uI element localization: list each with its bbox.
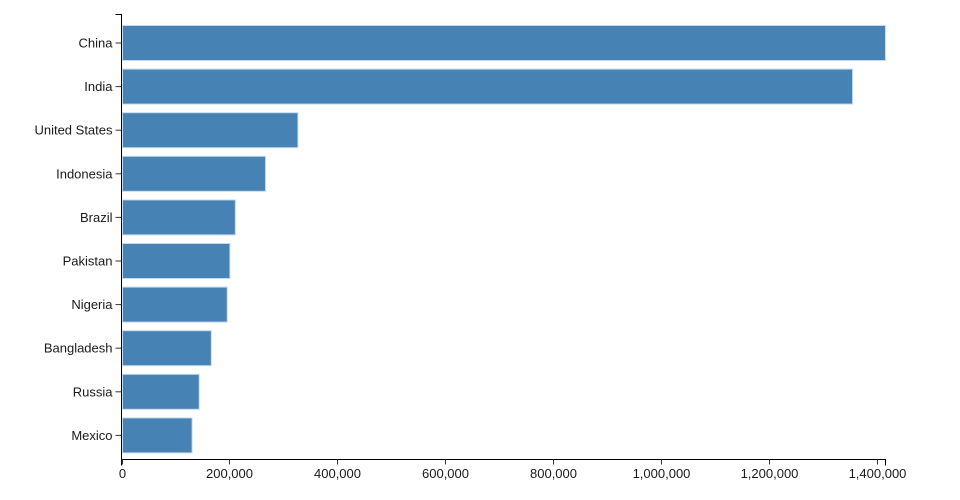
- x-tick-label: 1,000,000: [633, 466, 691, 481]
- y-tick-label: Pakistan: [63, 254, 113, 269]
- bar-bangladesh: [122, 330, 212, 367]
- y-tick-label: Russia: [73, 384, 114, 399]
- x-tick-label: 1,400,000: [849, 466, 907, 481]
- x-tick-label: 200,000: [206, 466, 253, 481]
- bar-china: [122, 25, 886, 61]
- y-tick-label: Brazil: [80, 210, 113, 225]
- bar-russia: [122, 373, 200, 410]
- bar-mexico: [122, 417, 193, 454]
- x-tick-label: 400,000: [314, 466, 361, 481]
- y-tick-label: India: [84, 79, 113, 94]
- y-tick-label: Mexico: [71, 428, 112, 443]
- y-tick-label: Indonesia: [56, 166, 113, 181]
- y-tick-label: Bangladesh: [44, 341, 113, 356]
- bar-india: [122, 68, 854, 105]
- bar-united-states: [122, 112, 299, 149]
- bar-nigeria: [122, 286, 228, 323]
- bar-indonesia: [122, 155, 267, 192]
- y-tick-label: China: [79, 36, 114, 51]
- y-axis-domain: [115, 14, 122, 460]
- y-tick-label: Nigeria: [71, 297, 113, 312]
- x-tick-label: 0: [119, 466, 126, 481]
- x-axis-domain: [121, 459, 886, 466]
- bar-brazil: [122, 199, 236, 236]
- x-tick-label: 800,000: [530, 466, 577, 481]
- x-tick-label: 600,000: [422, 466, 469, 481]
- y-tick-label: United States: [34, 123, 113, 138]
- bar-pakistan: [122, 243, 231, 279]
- x-tick-label: 1,200,000: [741, 466, 799, 481]
